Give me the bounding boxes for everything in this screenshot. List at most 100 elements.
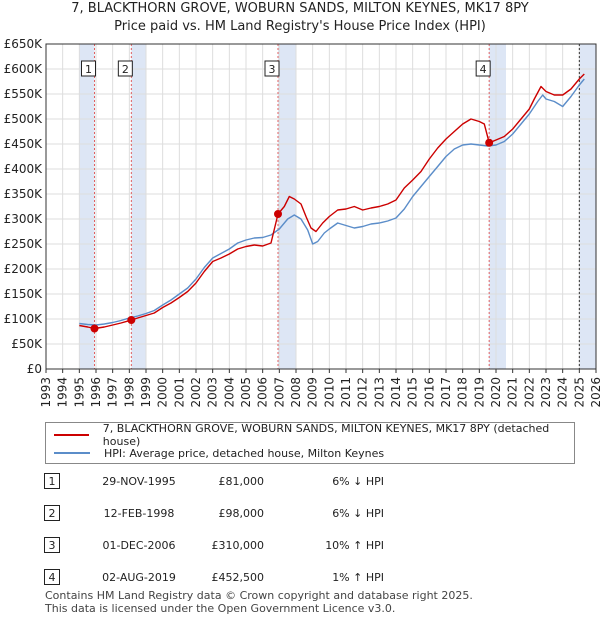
sale-marker-label-4: 4 bbox=[480, 63, 487, 76]
sale-marker-label-3: 3 bbox=[269, 63, 276, 76]
shaded-band bbox=[131, 44, 146, 369]
sale-date: 12-FEB-1998 bbox=[103, 507, 175, 520]
x-tick-label: 2012 bbox=[356, 377, 370, 408]
sale-price: £310,000 bbox=[211, 539, 265, 552]
table-row: 3 01-DEC-2006 £310,000 10% ↑ HPI bbox=[44, 536, 584, 556]
y-tick-label: £50K bbox=[11, 337, 43, 351]
x-tick-label: 2014 bbox=[389, 377, 403, 408]
shaded-band bbox=[579, 44, 596, 369]
y-tick-label: £650K bbox=[4, 37, 44, 51]
x-tick-label: 2017 bbox=[439, 377, 453, 408]
y-tick-label: £450K bbox=[4, 137, 44, 151]
x-tick-label: 2021 bbox=[506, 377, 520, 408]
x-tick-label: 1997 bbox=[106, 377, 120, 408]
x-tick-label: 2010 bbox=[322, 377, 336, 408]
x-tick-label: 2013 bbox=[372, 377, 386, 408]
y-tick-label: £200K bbox=[4, 262, 44, 276]
y-tick-label: £400K bbox=[4, 162, 44, 176]
property-series-line bbox=[79, 73, 585, 330]
sale-hpi-delta: 6% ↓ HPI bbox=[332, 507, 384, 520]
sale-marker-label-2: 2 bbox=[122, 63, 129, 76]
legend-label-hpi: HPI: Average price, detached house, Milt… bbox=[104, 446, 385, 460]
legend-label-property: 7, BLACKTHORN GROVE, WOBURN SANDS, MILTO… bbox=[102, 422, 550, 448]
legend-swatch-property bbox=[54, 434, 89, 436]
x-tick-label: 2000 bbox=[156, 377, 170, 408]
x-tick-label: 2016 bbox=[422, 377, 436, 408]
x-tick-label: 2011 bbox=[339, 377, 353, 408]
shaded-band bbox=[79, 44, 95, 369]
x-tick-label: 2019 bbox=[472, 377, 486, 408]
x-tick-label: 2008 bbox=[289, 377, 303, 408]
sale-marker-label-1: 1 bbox=[85, 63, 92, 76]
x-tick-label: 2026 bbox=[589, 377, 600, 408]
legend-item-property: 7, BLACKTHORN GROVE, WOBURN SANDS, MILTO… bbox=[54, 422, 574, 448]
x-tick-label: 2018 bbox=[456, 377, 470, 408]
y-tick-label: £550K bbox=[4, 87, 44, 101]
sale-hpi-delta: 1% ↑ HPI bbox=[332, 571, 384, 584]
legend: 7, BLACKTHORN GROVE, WOBURN SANDS, MILTO… bbox=[45, 422, 575, 464]
y-tick-label: £0 bbox=[27, 362, 42, 376]
sale-price: £452,500 bbox=[211, 571, 265, 584]
x-tick-label: 2020 bbox=[489, 377, 503, 408]
x-tick-label: 2023 bbox=[539, 377, 553, 408]
sale-number-badge: 2 bbox=[44, 505, 60, 521]
y-tick-label: £300K bbox=[4, 212, 44, 226]
x-tick-label: 2022 bbox=[522, 377, 536, 408]
sale-price: £98,000 bbox=[218, 507, 265, 520]
sale-hpi-delta: 10% ↑ HPI bbox=[325, 539, 384, 552]
sale-marker-box-1 bbox=[81, 60, 96, 77]
x-tick-label: 1993 bbox=[39, 377, 53, 408]
x-tick-label: 1994 bbox=[56, 377, 70, 408]
y-tick-label: £150K bbox=[4, 287, 44, 301]
x-tick-label: 2024 bbox=[556, 377, 570, 408]
y-tick-label: £500K bbox=[4, 112, 44, 126]
plot-frame bbox=[45, 43, 597, 370]
x-tick-label: 2001 bbox=[172, 377, 186, 408]
x-tick-label: 2009 bbox=[306, 377, 320, 408]
sale-marker-box-3 bbox=[264, 60, 280, 77]
x-tick-label: 1996 bbox=[89, 377, 103, 408]
sale-price: £81,000 bbox=[218, 475, 265, 488]
table-row: 2 12-FEB-1998 £98,000 6% ↓ HPI bbox=[44, 504, 584, 524]
x-tick-label: 2005 bbox=[239, 377, 253, 408]
y-tick-label: £600K bbox=[4, 62, 44, 76]
table-row: 1 29-NOV-1995 £81,000 6% ↓ HPI bbox=[44, 472, 584, 492]
x-tick-label: 2006 bbox=[256, 377, 270, 408]
sale-date: 29-NOV-1995 bbox=[102, 475, 176, 488]
sale-number-badge: 1 bbox=[44, 473, 60, 489]
shaded-band bbox=[278, 44, 296, 369]
y-tick-label: £250K bbox=[4, 237, 44, 251]
x-tick-label: 1995 bbox=[72, 377, 86, 408]
x-tick-label: 2015 bbox=[406, 377, 420, 408]
x-tick-label: 2007 bbox=[272, 377, 286, 408]
legend-item-hpi: HPI: Average price, detached house, Milt… bbox=[54, 444, 384, 462]
x-tick-label: 2004 bbox=[222, 377, 236, 408]
sale-number-badge: 4 bbox=[44, 569, 60, 585]
shaded-band bbox=[489, 44, 506, 369]
sale-marker-box-4 bbox=[475, 60, 491, 77]
sale-point-3 bbox=[274, 210, 282, 218]
chart-title-line2: Price paid vs. HM Land Registry's House … bbox=[114, 19, 486, 34]
sale-date: 01-DEC-2006 bbox=[102, 539, 176, 552]
legend-swatch-hpi bbox=[54, 452, 90, 454]
x-tick-label: 2025 bbox=[572, 377, 586, 408]
footer-licence: This data is licensed under the Open Gov… bbox=[45, 602, 396, 615]
x-tick-label: 2002 bbox=[189, 377, 203, 408]
sale-date: 02-AUG-2019 bbox=[102, 571, 176, 584]
sale-hpi-delta: 6% ↓ HPI bbox=[332, 475, 384, 488]
hpi-series-line bbox=[79, 78, 585, 326]
price-chart: 1 2 3 4 £0 £50K £100K £150K £200K £250K £300K £350… bbox=[4, 37, 600, 408]
sale-point-1 bbox=[90, 324, 99, 333]
y-tick-label: £100K bbox=[4, 312, 44, 326]
footer-copyright: Contains HM Land Registry data © Crown c… bbox=[45, 589, 473, 602]
table-row: 4 02-AUG-2019 £452,500 1% ↑ HPI bbox=[44, 568, 584, 588]
x-tick-label: 1999 bbox=[139, 377, 153, 408]
sale-number-badge: 3 bbox=[44, 537, 60, 553]
chart-title-line1: 7, BLACKTHORN GROVE, WOBURN SANDS, MILTO… bbox=[71, 1, 529, 16]
sale-point-4 bbox=[485, 138, 494, 147]
sale-marker-box-2 bbox=[117, 60, 133, 77]
y-tick-label: £350K bbox=[4, 187, 44, 201]
x-tick-label: 2003 bbox=[206, 377, 220, 408]
sale-point-2 bbox=[127, 316, 136, 324]
x-tick-label: 1998 bbox=[122, 377, 136, 408]
